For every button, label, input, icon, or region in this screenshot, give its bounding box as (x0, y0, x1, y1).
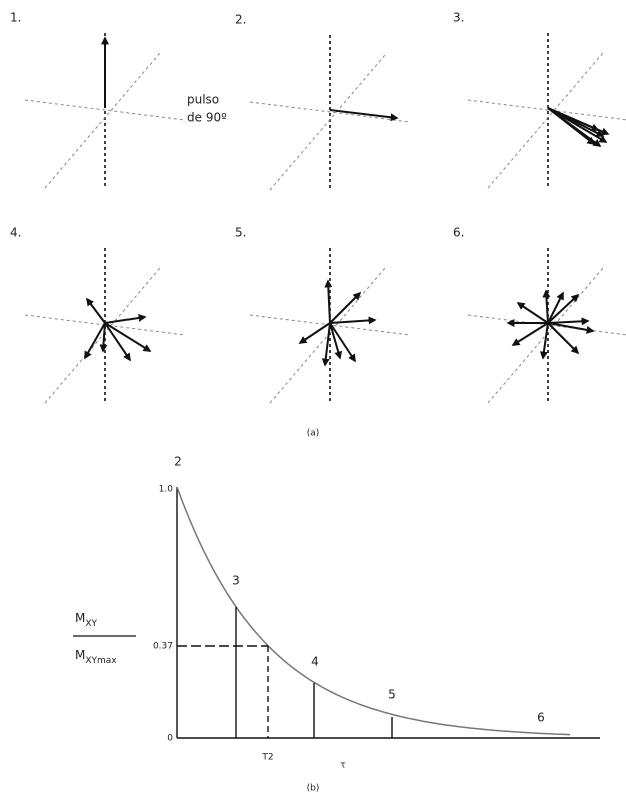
magnetization-vector (548, 295, 578, 323)
axis-x (468, 100, 626, 120)
magnetization-vector (330, 323, 340, 358)
point-label: 6 (537, 711, 545, 725)
tick-label: 0 (167, 734, 173, 744)
tau-label: τ (340, 761, 345, 771)
point-label: 2 (174, 455, 182, 469)
magnetization-vector (546, 291, 548, 323)
vector-panels: 1. 2. 3. 4. 5. 6. (10, 11, 626, 404)
magnetization-vector (300, 323, 330, 343)
magnetization-vector (513, 323, 548, 345)
axis-y (45, 53, 160, 188)
y-label-sub: XYmax (85, 656, 117, 666)
magnetization-vector (85, 323, 105, 358)
panel-label: 5. (235, 226, 246, 240)
caption: (b) (307, 784, 320, 794)
decay-graph: 1.0 0.37 0 2 3 4 5 6 T2 τ MXY MXYmax (73, 455, 600, 771)
tick-label: 1.0 (159, 485, 174, 495)
magnetization-vector (330, 110, 397, 118)
magnetization-vector (518, 303, 548, 323)
magnetization-vector (330, 320, 375, 323)
magnetization-vector (330, 293, 360, 323)
y-label-main: M (75, 648, 85, 662)
axis-y (270, 55, 385, 190)
y-label-main: M (75, 611, 85, 625)
point-label: 5 (388, 688, 396, 702)
panel-label: 4. (10, 226, 21, 240)
magnetization-vector (330, 323, 355, 361)
magnetization-vector (105, 317, 145, 323)
panel-label: 6. (453, 226, 464, 240)
magnetization-vector (548, 321, 588, 323)
t2-label: T2 (261, 753, 273, 763)
y-label: MXY (75, 611, 98, 629)
magnetization-vector (105, 323, 130, 360)
figure: 1. 2. 3. 4. 5. 6. pulso de 90º (a) 1.0 0.37 0… (0, 0, 626, 798)
magnetization-vector (105, 323, 150, 351)
pulse-text: de 90º (187, 111, 227, 125)
pulse-text: pulso (187, 93, 219, 107)
point-label: 4 (311, 655, 319, 669)
panel-label: 1. (10, 11, 21, 25)
tick-label: 0.37 (153, 642, 173, 652)
axis-y (488, 53, 603, 188)
panel-label: 3. (453, 11, 464, 25)
y-label: MXYmax (75, 648, 117, 666)
magnetization-vector (548, 108, 606, 142)
magnetization-vector (548, 293, 563, 323)
magnetization-vector (328, 281, 330, 323)
point-label: 3 (232, 574, 240, 588)
caption: (a) (307, 429, 320, 439)
panel-label: 2. (235, 13, 246, 27)
axis-y (45, 268, 160, 403)
magnetization-vector (87, 299, 105, 323)
y-label-sub: XY (85, 619, 97, 629)
